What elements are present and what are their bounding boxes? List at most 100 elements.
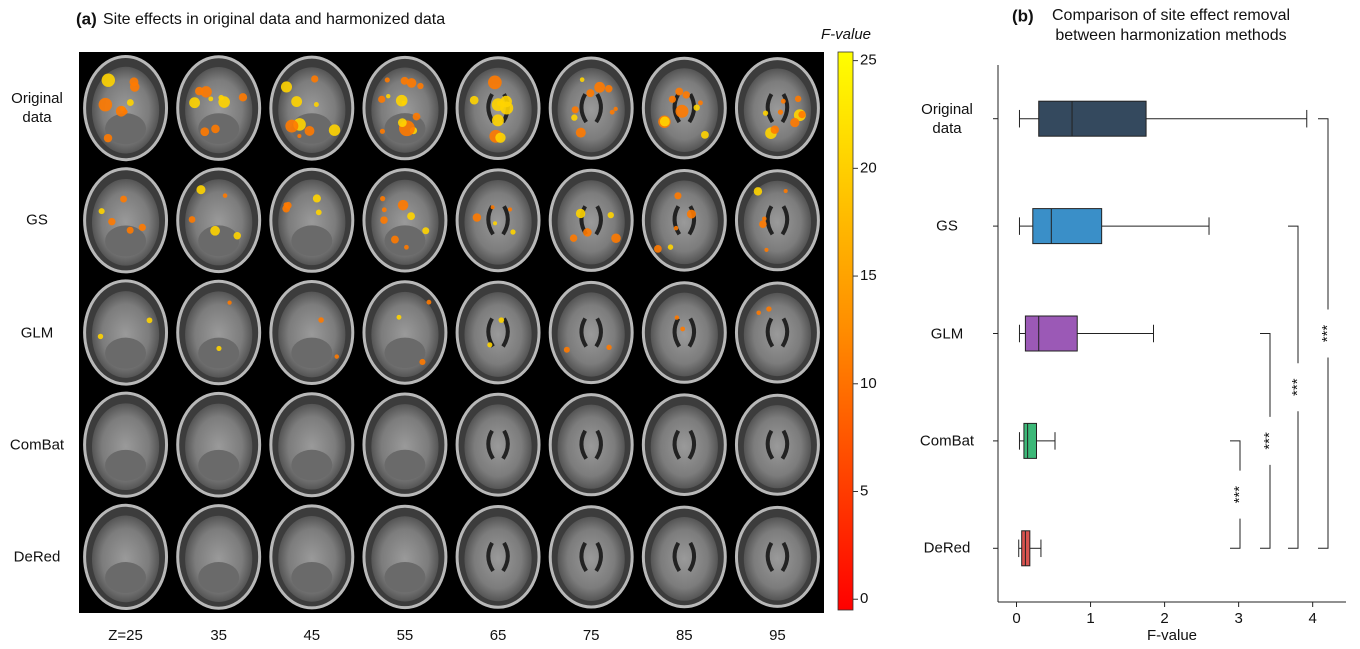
column-label: 65 <box>490 627 507 644</box>
y-tick-label: GS <box>908 217 986 236</box>
activation-blob <box>413 113 421 121</box>
activation-blob <box>297 134 301 138</box>
column-label: 95 <box>769 627 786 644</box>
activation-blob <box>470 96 479 105</box>
row-label: DeRed <box>0 547 76 566</box>
activation-blob <box>314 102 319 107</box>
colorbar-tick-label: 15 <box>860 267 877 284</box>
activation-blob <box>763 111 768 116</box>
activation-blob <box>223 193 228 198</box>
activation-blob <box>778 109 783 114</box>
row-label: GS <box>0 211 76 230</box>
activation-blob <box>675 315 679 319</box>
activation-blob <box>495 133 505 143</box>
activation-blob <box>239 93 247 101</box>
brain <box>744 405 811 488</box>
colorbar-tick-label: 5 <box>860 482 868 499</box>
x-tick-label: 4 <box>1309 610 1317 627</box>
activation-blob <box>200 127 209 136</box>
activation-blob <box>120 196 127 203</box>
box <box>1033 209 1102 244</box>
activation-blob <box>285 120 298 133</box>
activation-blob <box>98 334 103 339</box>
activation-blob <box>396 95 408 107</box>
activation-blob <box>508 207 512 211</box>
brain <box>651 180 718 264</box>
activation-blob <box>335 354 339 358</box>
activation-blob <box>211 125 220 134</box>
activation-blob <box>576 209 585 218</box>
x-tick-label: 0 <box>1012 610 1020 627</box>
box <box>1025 316 1077 351</box>
panel-label: (b) <box>1012 6 1034 25</box>
brain <box>464 180 531 265</box>
activation-blob <box>687 210 696 219</box>
cerebellum <box>198 450 239 481</box>
activation-blob <box>580 77 585 82</box>
activation-blob <box>407 212 415 220</box>
cerebellum <box>105 450 146 481</box>
activation-blob <box>382 207 387 212</box>
activation-blob <box>564 347 570 353</box>
activation-blob <box>305 126 315 136</box>
activation-blob <box>380 216 388 224</box>
brain <box>744 293 811 376</box>
activation-blob <box>419 359 425 365</box>
activation-blob <box>491 205 495 209</box>
brain <box>464 517 531 602</box>
activation-blob <box>417 83 423 89</box>
activation-blob <box>391 236 399 244</box>
activation-blob <box>499 317 505 323</box>
significance-label: *** <box>1261 432 1278 450</box>
activation-blob <box>766 306 771 311</box>
colorbar-tick-label: 20 <box>860 159 877 176</box>
activation-blob <box>404 245 409 250</box>
activation-blob <box>378 96 385 103</box>
activation-blob <box>473 213 482 222</box>
x-tick-label: 2 <box>1160 610 1168 627</box>
row-label: Original data <box>0 89 76 127</box>
activation-blob <box>493 221 497 225</box>
brain <box>464 292 531 377</box>
row-label: ComBat <box>0 435 76 454</box>
cerebellum <box>384 450 425 480</box>
colorbar-tick-label: 25 <box>860 52 877 69</box>
activation-blob <box>189 216 196 223</box>
activation-blob <box>189 97 200 108</box>
activation-blob <box>285 202 292 209</box>
column-label: 75 <box>583 627 600 644</box>
activation-blob <box>572 106 579 113</box>
activation-blob <box>798 111 805 118</box>
activation-blob <box>216 346 221 351</box>
brain <box>651 405 718 489</box>
activation-blob <box>759 220 767 228</box>
activation-blob <box>426 300 431 305</box>
activation-blob <box>329 124 340 135</box>
activation-blob <box>694 104 700 110</box>
cerebellum <box>198 562 239 593</box>
activation-blob <box>764 248 768 252</box>
box <box>1024 423 1037 458</box>
activation-blob <box>487 342 492 347</box>
brain <box>558 517 625 601</box>
activation-blob <box>385 77 390 82</box>
column-label: 85 <box>676 627 693 644</box>
cerebellum <box>105 562 146 593</box>
activation-blob <box>606 345 611 350</box>
activation-blob <box>781 99 786 104</box>
activation-blob <box>594 82 605 93</box>
activation-blob <box>147 317 153 323</box>
activation-blob <box>675 88 683 96</box>
activation-blob <box>668 244 673 249</box>
colorbar-label: F-value <box>821 26 871 43</box>
activation-blob <box>380 196 385 201</box>
activation-blob <box>674 226 679 231</box>
activation-blob <box>613 107 617 111</box>
activation-blob <box>680 327 685 332</box>
activation-blob <box>611 233 621 243</box>
cerebellum <box>291 338 332 369</box>
activation-blob <box>698 100 703 105</box>
activation-blob <box>127 99 134 106</box>
activation-blob <box>102 74 115 87</box>
column-label: 55 <box>397 627 414 644</box>
